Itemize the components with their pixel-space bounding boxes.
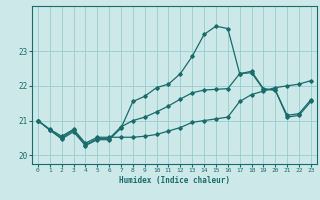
X-axis label: Humidex (Indice chaleur): Humidex (Indice chaleur) [119, 176, 230, 185]
